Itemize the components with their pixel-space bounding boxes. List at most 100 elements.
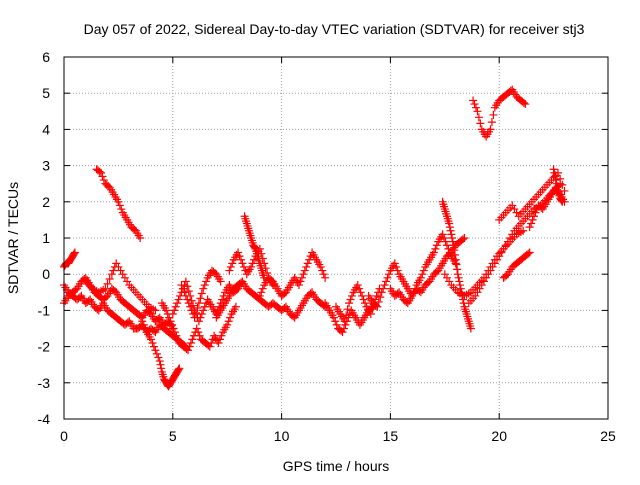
data-point <box>471 103 480 112</box>
data-point <box>107 270 116 279</box>
data-point <box>347 291 356 300</box>
data-point <box>432 241 441 250</box>
data-point <box>151 306 160 315</box>
data-point <box>528 215 537 224</box>
data-point <box>379 284 388 293</box>
series-arc-21 <box>469 85 530 141</box>
data-point <box>342 311 351 320</box>
data-point <box>372 291 381 300</box>
data-point <box>486 125 495 134</box>
data-point <box>181 277 190 286</box>
data-point <box>305 255 314 264</box>
data-point <box>109 266 118 275</box>
data-point <box>115 201 124 210</box>
data-point <box>321 273 330 282</box>
data-point <box>136 234 145 242</box>
data-point <box>214 338 223 347</box>
series-arc-9 <box>177 266 225 322</box>
data-point <box>228 259 237 268</box>
data-point <box>96 168 105 177</box>
x-tick-label: 15 <box>383 428 399 444</box>
data-point <box>192 308 201 317</box>
data-point <box>551 172 560 181</box>
data-point <box>340 317 349 326</box>
data-point <box>255 291 264 300</box>
chart-title: Day 057 of 2022, Sidereal Day-to-day VTE… <box>84 21 585 37</box>
data-point <box>448 237 457 246</box>
data-point <box>476 119 485 128</box>
data-point <box>525 223 534 232</box>
series-arc-13 <box>255 248 330 300</box>
data-point <box>453 270 462 279</box>
data-point <box>556 174 565 183</box>
y-tick-label: 3 <box>42 158 50 174</box>
data-point <box>558 197 567 206</box>
data-point <box>450 250 459 259</box>
data-point <box>521 100 530 109</box>
y-tick-label: 2 <box>42 194 50 210</box>
data-point <box>454 273 463 282</box>
data-point <box>346 295 355 304</box>
data-point <box>382 277 391 286</box>
y-axis-label: SDTVAR / TECUs <box>5 182 21 294</box>
data-point <box>553 183 562 192</box>
data-point <box>489 110 498 119</box>
data-point <box>200 302 209 311</box>
data-point <box>156 360 165 369</box>
data-point <box>343 305 352 314</box>
data-point <box>469 96 478 105</box>
data-point <box>549 165 558 174</box>
data-point <box>101 284 110 293</box>
data-point <box>185 342 194 351</box>
data-point <box>380 281 389 290</box>
data-point <box>431 244 440 253</box>
data-point <box>296 277 305 286</box>
data-point <box>186 338 195 347</box>
data-point <box>98 172 107 181</box>
data-point <box>152 349 161 358</box>
data-point <box>154 353 163 362</box>
data-point <box>257 288 266 297</box>
data-point <box>458 295 467 304</box>
data-point <box>177 281 186 290</box>
data-point <box>525 248 534 257</box>
data-point <box>441 237 450 246</box>
data-point <box>194 328 203 337</box>
data-point <box>552 179 561 188</box>
data-point <box>332 320 341 329</box>
data-point <box>466 324 475 333</box>
data-point <box>162 306 171 315</box>
data-point <box>258 284 267 293</box>
data-point <box>195 331 204 340</box>
data-point <box>458 235 467 244</box>
x-tick-label: 5 <box>169 428 177 444</box>
data-point <box>438 230 447 239</box>
data-point <box>194 299 203 308</box>
x-tick-label: 25 <box>600 428 616 444</box>
data-point <box>390 259 399 268</box>
data-point <box>235 252 244 261</box>
data-point <box>474 113 483 122</box>
data-point <box>190 313 199 322</box>
data-point <box>487 118 496 127</box>
data-point <box>99 176 108 185</box>
data-point <box>419 266 428 275</box>
data-points <box>60 85 569 391</box>
data-point <box>236 255 245 264</box>
data-point <box>196 294 205 303</box>
data-point <box>250 243 259 252</box>
data-point <box>295 281 304 290</box>
data-point <box>147 335 156 344</box>
data-point <box>197 289 206 298</box>
data-point <box>184 287 193 296</box>
data-point <box>368 305 377 314</box>
data-point <box>318 266 327 275</box>
data-point <box>416 273 425 282</box>
data-point <box>200 281 209 290</box>
data-point <box>331 317 340 326</box>
data-point <box>450 246 459 255</box>
data-point <box>384 270 393 279</box>
data-point <box>519 226 528 235</box>
y-tick-label: -2 <box>38 339 51 355</box>
data-point <box>166 317 175 326</box>
